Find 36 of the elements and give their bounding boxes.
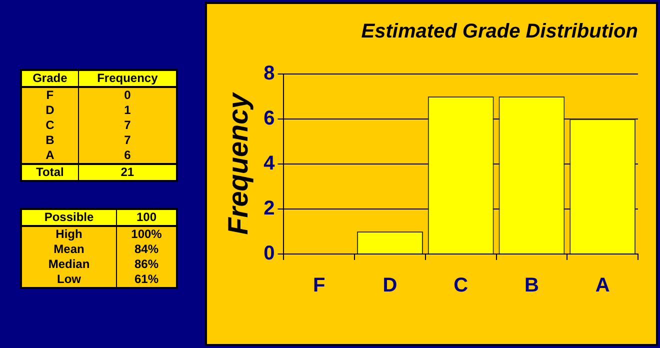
x-tick-label: B bbox=[524, 274, 539, 297]
category-label: C bbox=[46, 118, 54, 132]
chart-title: Estimated Grade Distribution bbox=[361, 20, 638, 43]
category-label: D bbox=[46, 103, 54, 117]
text: 86% bbox=[116, 257, 177, 272]
text: 100% bbox=[116, 226, 177, 242]
text: High bbox=[54, 226, 84, 242]
text: 6 bbox=[78, 148, 177, 164]
y-tick-label: 8 bbox=[264, 62, 275, 85]
category-label: A bbox=[46, 148, 54, 162]
text: Grade bbox=[21, 70, 78, 87]
y-tick-label: 6 bbox=[264, 108, 275, 130]
x-tick-label: A bbox=[595, 274, 610, 297]
text: Mean bbox=[52, 242, 86, 257]
text: Low bbox=[56, 272, 82, 288]
y-tick-label: 4 bbox=[264, 152, 276, 175]
y-tick-label: 0 bbox=[264, 242, 275, 265]
text: Median bbox=[47, 257, 91, 272]
text: 100 bbox=[116, 209, 177, 226]
text: Total bbox=[21, 164, 78, 181]
y-tick-label: 2 bbox=[264, 198, 275, 220]
text: 21 bbox=[78, 164, 177, 181]
text: 61% bbox=[116, 272, 177, 288]
x-tick-label: D bbox=[382, 274, 398, 297]
x-tick-label: F bbox=[313, 274, 326, 297]
text: Possible bbox=[21, 209, 117, 226]
x-tick-label: C bbox=[454, 274, 468, 297]
category-label: B bbox=[46, 133, 54, 147]
text: 84% bbox=[116, 242, 177, 257]
text: 7 bbox=[78, 133, 177, 148]
text: 7 bbox=[78, 118, 177, 133]
text: Frequency bbox=[97, 71, 158, 85]
text: 1 bbox=[78, 103, 177, 118]
text: 0 bbox=[78, 87, 177, 103]
y-axis-title: Frequency bbox=[222, 92, 254, 235]
category-label: F bbox=[46, 88, 54, 102]
